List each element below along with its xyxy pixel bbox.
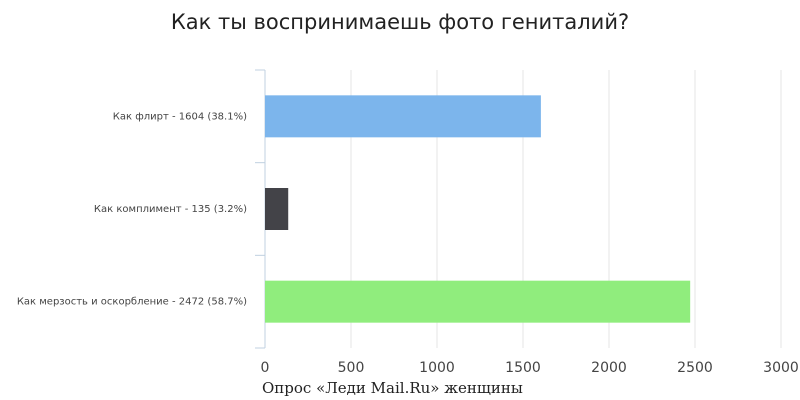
y-tick-label: Как флирт - 1604 (38.1%) [113,111,247,122]
bar [265,188,289,230]
x-tick-label: 3000 [763,360,799,376]
x-tick-label: 2000 [591,360,627,376]
x-tick-label: 1000 [419,360,455,376]
x-tick-label: 1500 [505,360,541,376]
x-tick-label: 0 [261,360,270,376]
y-tick-label: Как мерзость и оскорбление - 2472 (58.7%… [17,297,247,308]
bar [265,95,541,138]
footnote: Опрос «Леди Mail.Ru» женщины [262,379,523,397]
y-tick-label: Как комплимент - 135 (3.2%) [94,204,247,215]
bar [265,280,691,323]
chart-title: Как ты воспринимаешь фото гениталий? [171,10,629,34]
x-tick-label: 2500 [677,360,713,376]
x-tick-label: 500 [338,360,365,376]
